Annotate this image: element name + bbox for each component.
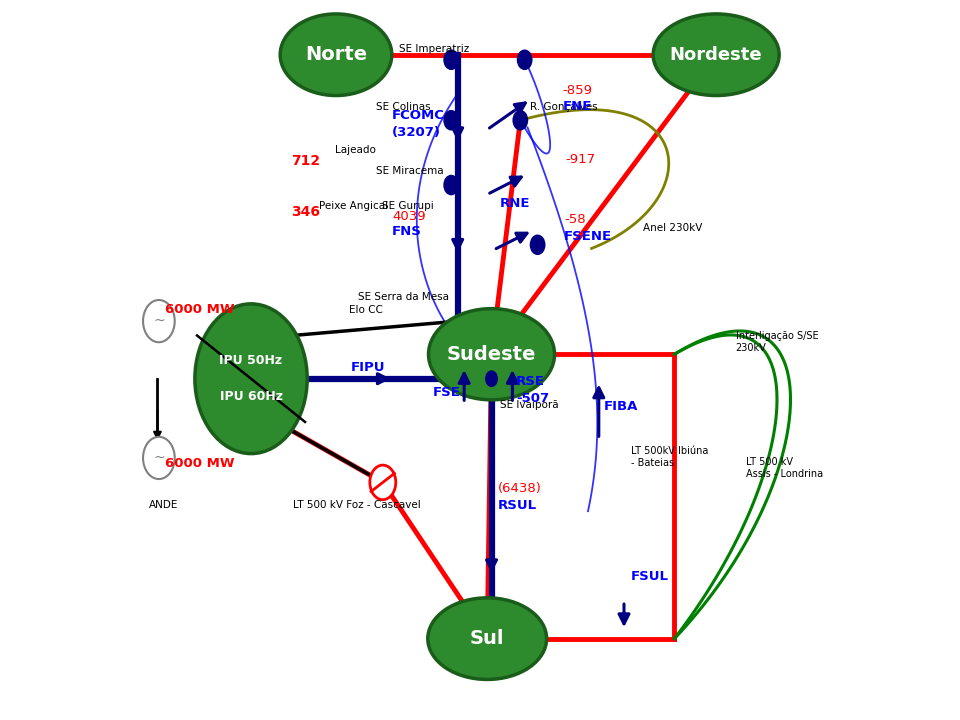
Text: Sul: Sul	[470, 629, 504, 648]
Text: Norte: Norte	[305, 45, 367, 64]
Text: -859: -859	[563, 84, 592, 96]
Ellipse shape	[370, 465, 396, 500]
Text: SE Serra da Mesa: SE Serra da Mesa	[357, 292, 448, 302]
Ellipse shape	[513, 111, 528, 130]
Text: LT 500kV Ibiúna
- Bateias: LT 500kV Ibiúna - Bateias	[632, 446, 708, 468]
Text: 6000 MW: 6000 MW	[165, 457, 234, 470]
Text: -917: -917	[564, 153, 595, 166]
Text: Lajeado: Lajeado	[335, 145, 375, 155]
Text: IPU 50Hz: IPU 50Hz	[220, 354, 282, 367]
Text: IPU 60Hz: IPU 60Hz	[220, 390, 282, 403]
Text: ~: ~	[153, 314, 165, 328]
Ellipse shape	[517, 50, 532, 69]
Text: SE Gurupi: SE Gurupi	[382, 201, 434, 211]
Text: 712: 712	[292, 154, 321, 168]
Text: SE Ivaiporã: SE Ivaiporã	[500, 400, 559, 410]
Text: Elo CC: Elo CC	[349, 305, 383, 315]
Text: FNE: FNE	[563, 100, 592, 113]
Text: FSE: FSE	[433, 386, 461, 399]
Text: -58: -58	[564, 213, 586, 226]
Ellipse shape	[143, 300, 175, 342]
Text: ~: ~	[153, 451, 165, 465]
Text: RSUL: RSUL	[498, 499, 538, 512]
Ellipse shape	[280, 14, 392, 96]
Text: SE Colinas: SE Colinas	[376, 102, 431, 112]
Ellipse shape	[428, 309, 555, 400]
Text: FIBA: FIBA	[604, 400, 638, 413]
Ellipse shape	[653, 14, 780, 96]
Text: Sudeste: Sudeste	[446, 345, 537, 364]
Ellipse shape	[444, 50, 459, 69]
Text: ANDE: ANDE	[149, 500, 179, 510]
Text: Anel 230kV: Anel 230kV	[642, 223, 702, 233]
Ellipse shape	[143, 437, 175, 479]
Ellipse shape	[444, 111, 459, 130]
Text: RSE: RSE	[516, 375, 545, 388]
Ellipse shape	[195, 304, 307, 454]
Text: (6438): (6438)	[498, 482, 541, 495]
Text: FNS: FNS	[393, 225, 422, 238]
Ellipse shape	[486, 371, 497, 387]
Text: FCOMC: FCOMC	[393, 109, 445, 122]
Text: 346: 346	[292, 204, 321, 219]
Text: FIPU: FIPU	[350, 361, 385, 374]
Text: Interligação S/SE
230kV: Interligação S/SE 230kV	[735, 331, 818, 353]
Text: FSUL: FSUL	[632, 570, 669, 582]
Text: (3207): (3207)	[393, 126, 442, 139]
Ellipse shape	[444, 176, 459, 194]
Text: SE Imperatriz: SE Imperatriz	[399, 44, 469, 54]
Text: Nordeste: Nordeste	[670, 46, 762, 64]
Ellipse shape	[530, 235, 544, 254]
Text: FSENE: FSENE	[564, 230, 612, 243]
Text: 6000 MW: 6000 MW	[165, 303, 234, 316]
Text: SE Miracema: SE Miracema	[376, 166, 444, 176]
Text: R. Gonçalves: R. Gonçalves	[530, 102, 598, 112]
Text: 4039: 4039	[393, 210, 426, 222]
Text: RNE: RNE	[499, 197, 530, 210]
Text: LT 500 kV
Assis - Londrina: LT 500 kV Assis - Londrina	[746, 457, 824, 479]
Ellipse shape	[428, 598, 546, 680]
Text: LT 500 kV Foz - Cascavel: LT 500 kV Foz - Cascavel	[293, 500, 420, 510]
Text: -507: -507	[516, 392, 549, 405]
Text: Peixe Angical: Peixe Angical	[319, 201, 388, 211]
